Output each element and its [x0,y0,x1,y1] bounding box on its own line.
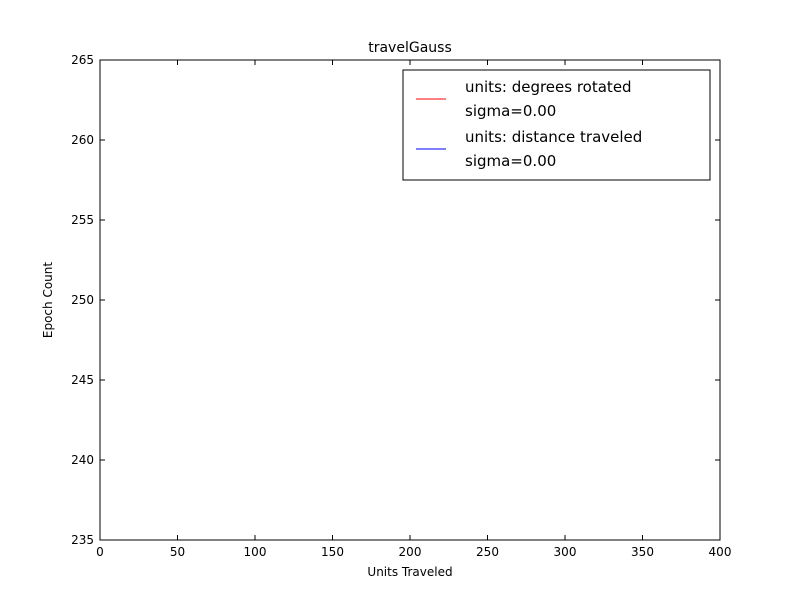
y-axis-ticks: 235 240 245 250 255 260 265 [71,53,720,547]
x-tick-label: 200 [399,545,422,559]
legend-label: units: distance traveled [465,128,642,146]
y-tick-label: 265 [71,53,94,67]
y-tick-label: 240 [71,453,94,467]
x-tick-label: 0 [96,545,104,559]
y-tick-label: 255 [71,213,94,227]
y-tick-label: 245 [71,373,94,387]
y-axis-label: Epoch Count [41,262,55,338]
legend-label: sigma=0.00 [465,102,556,120]
x-tick-label: 250 [476,545,499,559]
x-axis-label: Units Traveled [367,565,452,579]
x-tick-label: 300 [554,545,577,559]
y-tick-label: 260 [71,133,94,147]
legend-label: sigma=0.00 [465,152,556,170]
x-tick-label: 400 [709,545,732,559]
legend-box [402,69,711,181]
y-tick-label: 235 [71,533,94,547]
legend: units: degrees rotated sigma=0.00 units: d… [402,69,711,181]
legend-label: units: degrees rotated [465,78,632,96]
chart-title: travelGauss [368,40,452,56]
y-tick-label: 250 [71,293,94,307]
x-tick-label: 350 [631,545,654,559]
x-tick-label: 150 [321,545,344,559]
x-axis-ticks: 0 50 100 150 200 250 300 350 400 [96,60,731,559]
x-tick-label: 100 [244,545,267,559]
x-tick-label: 50 [170,545,185,559]
